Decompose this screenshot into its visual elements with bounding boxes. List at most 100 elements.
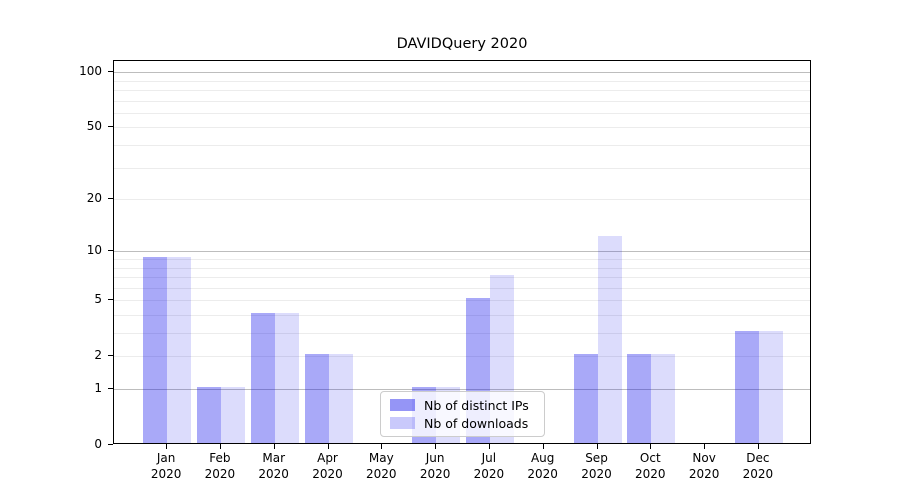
x-tick-month: Apr: [317, 451, 338, 465]
y-gridline-minor: [114, 259, 810, 260]
x-tick-month: Jul: [481, 451, 497, 465]
y-gridline-major: [114, 389, 810, 390]
x-tick-year: 2020: [366, 467, 397, 481]
y-gridline-minor: [114, 277, 810, 278]
bar-nb-of-distinct-ips: [304, 354, 329, 443]
bar-nb-of-distinct-ips: [627, 354, 652, 443]
x-tick-label: Jun 2020: [407, 450, 463, 482]
bar-nb-of-downloads: [758, 331, 783, 443]
y-gridline-minor: [114, 267, 810, 269]
bar-nb-of-distinct-ips: [734, 331, 759, 443]
bar-nb-of-distinct-ips: [250, 313, 275, 443]
x-tick-mark: [650, 444, 652, 449]
x-tick-month: Jan: [156, 451, 176, 465]
x-tick-month: May: [368, 451, 394, 465]
y-gridline-minor: [114, 333, 810, 334]
y-tick-label: 5: [94, 292, 102, 307]
x-tick-label: Dec 2020: [730, 450, 786, 482]
x-tick-month: Jun: [425, 451, 445, 465]
bar-nb-of-distinct-ips: [573, 354, 598, 443]
y-gridline-minor: [114, 100, 810, 102]
x-tick-year: 2020: [581, 467, 612, 481]
x-tick-label: Oct 2020: [622, 450, 678, 482]
x-tick-label: Apr 2020: [300, 450, 356, 482]
plot-area: [113, 60, 811, 444]
x-tick-mark: [219, 444, 221, 449]
x-tick-year: 2020: [635, 467, 666, 481]
y-gridline-minor: [114, 315, 810, 316]
y-tick-mark: [108, 198, 113, 200]
chart-title: DAVIDQuery 2020: [396, 36, 528, 52]
legend-label: Nb of distinct IPs: [424, 397, 529, 413]
legend-entry-distinct-ips: Nb of distinct IPs: [390, 398, 535, 413]
x-tick-month: Aug: [530, 451, 555, 465]
y-gridline-minor: [114, 199, 810, 201]
x-tick-mark: [596, 444, 598, 449]
x-tick-year: 2020: [688, 467, 720, 481]
bar-nb-of-downloads: [274, 313, 299, 443]
y-tick-mark: [108, 299, 113, 301]
x-tick-year: 2020: [312, 467, 343, 481]
x-tick-year: 2020: [204, 467, 236, 481]
y-tick-mark: [108, 444, 113, 445]
x-tick-year: 2020: [473, 467, 505, 481]
x-tick-mark: [704, 444, 706, 449]
x-tick-label: May 2020: [353, 450, 409, 482]
y-gridline-minor: [114, 112, 810, 114]
y-tick-mark: [108, 355, 113, 357]
y-gridline-minor: [114, 300, 810, 302]
x-tick-year: 2020: [258, 467, 289, 481]
x-tick-mark: [166, 444, 168, 449]
y-tick-label: 1: [94, 381, 102, 395]
y-tick-label: 20: [86, 191, 102, 206]
x-tick-year: 2020: [150, 467, 182, 481]
x-tick-mark: [327, 444, 329, 449]
bar-nb-of-downloads: [167, 257, 192, 443]
x-tick-month: Oct: [639, 451, 661, 465]
x-tick-mark: [381, 444, 383, 449]
legend-swatch-distinct-ips: [390, 399, 415, 411]
x-tick-month: Dec: [746, 451, 770, 465]
x-tick-month: Feb: [209, 451, 231, 465]
legend-entry-downloads: Nb of downloads: [390, 416, 535, 431]
y-tick-label: 0: [94, 437, 102, 451]
y-tick-mark: [108, 388, 113, 389]
y-tick-label: 10: [86, 243, 102, 258]
x-tick-month: Mar: [262, 451, 285, 465]
y-tick-label: 2: [94, 348, 102, 363]
y-gridline-minor: [114, 80, 810, 82]
legend: Nb of distinct IPs Nb of downloads: [380, 391, 545, 437]
x-tick-mark: [273, 444, 275, 449]
y-tick-mark: [108, 250, 113, 252]
y-gridline-minor: [114, 127, 810, 129]
x-tick-mark: [488, 444, 490, 449]
y-gridline-major: [114, 251, 810, 253]
bar-nb-of-downloads: [328, 354, 353, 443]
y-gridline-major: [114, 72, 810, 74]
y-tick-mark: [108, 126, 113, 128]
x-tick-label: Feb 2020: [192, 450, 248, 482]
y-tick-mark: [108, 71, 113, 73]
y-gridline-minor: [114, 90, 810, 91]
bar-nb-of-distinct-ips: [196, 387, 221, 443]
bar-nb-of-downloads: [220, 387, 245, 443]
y-gridline-minor: [114, 167, 810, 169]
y-tick-label: 100: [79, 64, 102, 79]
y-tick-label: 50: [86, 119, 102, 134]
x-tick-mark: [757, 444, 759, 449]
x-tick-label: Jan 2020: [138, 450, 194, 482]
x-tick-month: Nov: [692, 451, 716, 465]
x-tick-year: 2020: [527, 467, 558, 481]
y-gridline-minor: [114, 287, 810, 289]
x-tick-label: Aug 2020: [515, 450, 571, 482]
x-tick-label: Jul 2020: [461, 450, 517, 482]
x-tick-mark: [542, 444, 544, 449]
bar-nb-of-distinct-ips: [143, 257, 168, 443]
bar-nb-of-downloads: [651, 354, 676, 443]
bar-nb-of-downloads: [597, 235, 622, 443]
x-tick-month: Sep: [585, 451, 608, 465]
legend-swatch-downloads: [390, 417, 415, 429]
x-tick-year: 2020: [419, 467, 451, 481]
legend-label: Nb of downloads: [424, 415, 529, 431]
